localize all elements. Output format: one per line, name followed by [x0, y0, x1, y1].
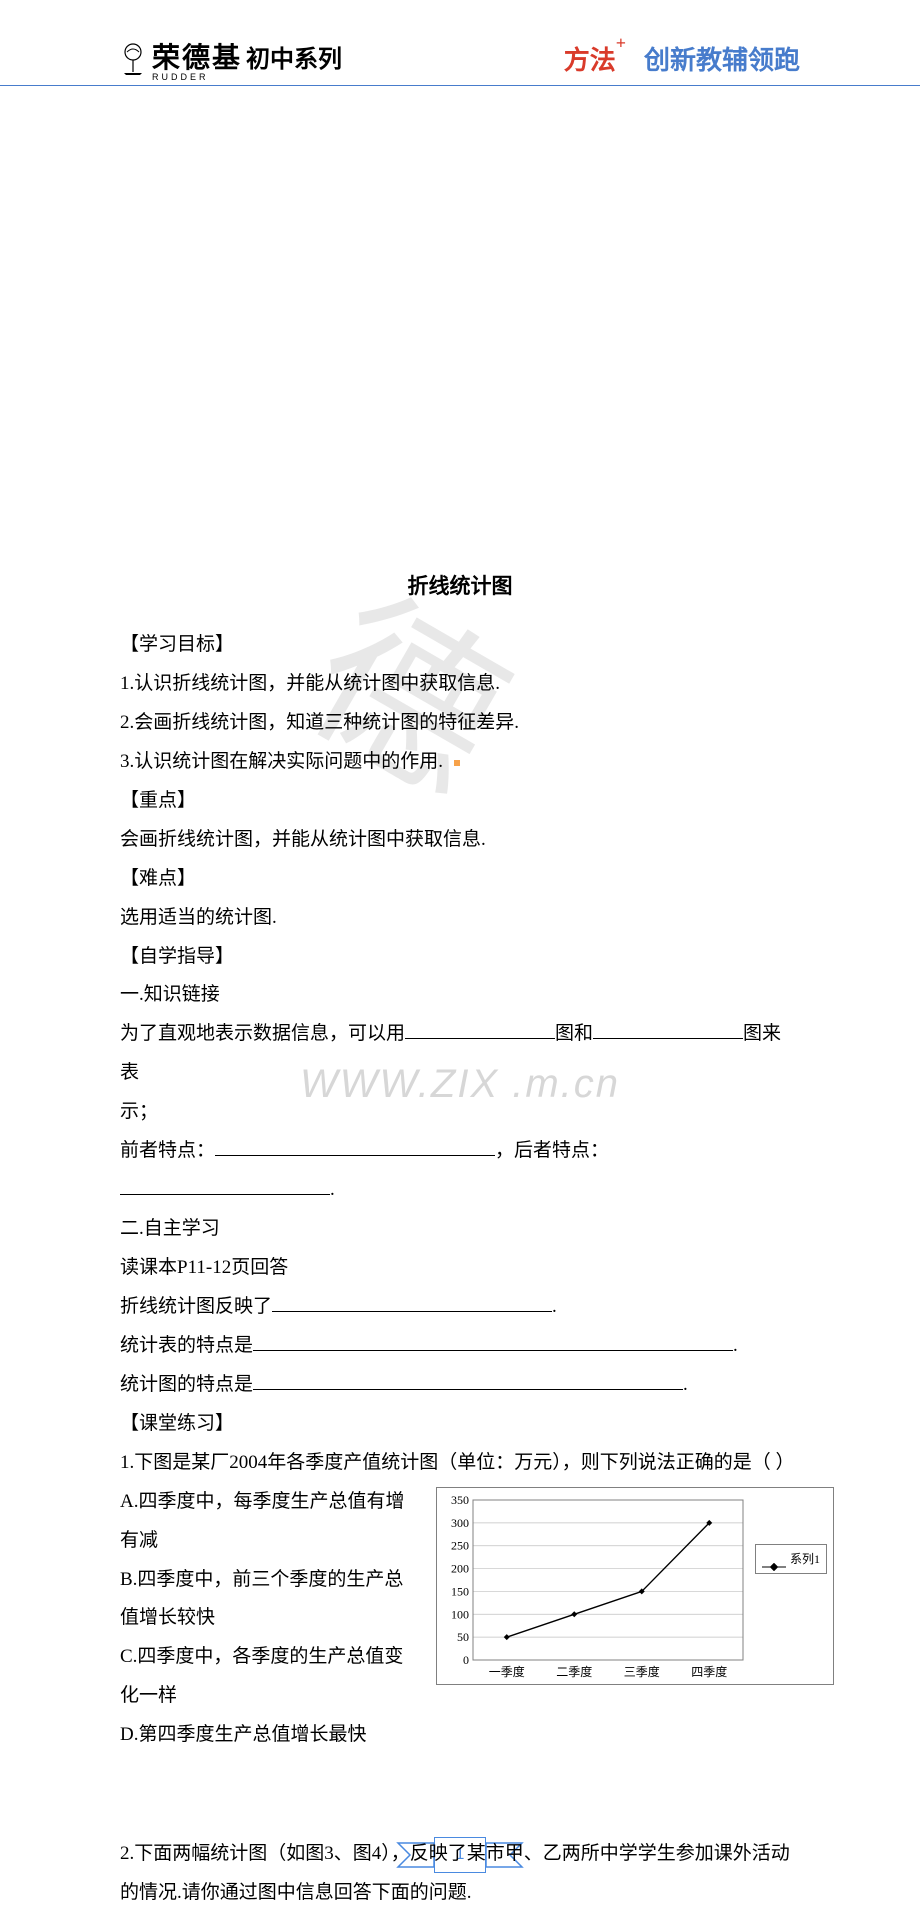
tagline: 方法+ 创新教辅领跑 [564, 40, 800, 77]
svg-text:二季度: 二季度 [556, 1664, 592, 1679]
header-bar: 荣德基初中系列 RUDDER 方法+ 创新教辅领跑 [0, 40, 920, 86]
svg-text:三季度: 三季度 [624, 1664, 660, 1679]
svg-text:四季度: 四季度 [691, 1664, 727, 1679]
q2-stem: 2.下面两幅统计图（如图3、图4），反映了某市甲、乙两所中学学生参加课外活动的情… [120, 1835, 800, 1913]
svg-text:0: 0 [463, 1653, 469, 1667]
fill-line-3: 折线统计图反映了. [120, 1288, 800, 1327]
blank-input[interactable] [405, 1019, 555, 1040]
content-body: 德 WWW.ZIX .m.cn 折线统计图 【学习目标】 1.认识折线统计图，并… [0, 114, 920, 1913]
objective-1: 1.认识折线统计图，并能从统计图中获取信息. [120, 665, 800, 704]
svg-text:250: 250 [451, 1538, 469, 1552]
blank-input[interactable] [253, 1369, 683, 1390]
keypoint-text: 会画折线统计图，并能从统计图中获取信息. [120, 821, 800, 860]
keypoint-label: 【重点】 [120, 782, 800, 821]
section-2-intro: 读课本P11-12页回答 [120, 1249, 800, 1288]
brand-name-en: RUDDER [152, 72, 342, 82]
svg-text:150: 150 [451, 1584, 469, 1598]
svg-text:300: 300 [451, 1516, 469, 1530]
brand-name-cn: 荣德基 [152, 43, 242, 74]
objective-2: 2.会画折线统计图，知道三种统计图的特征差异. [120, 704, 800, 743]
page: 荣德基初中系列 RUDDER 方法+ 创新教辅领跑 德 WWW.ZIX .m.c… [0, 0, 920, 1913]
q1-option-b[interactable]: B.四季度中，前三个季度的生产总值增长较快 [120, 1561, 420, 1639]
page-title: 折线统计图 [120, 565, 800, 608]
fill-line-2: 前者特点：，后者特点：. [120, 1132, 800, 1210]
svg-text:一季度: 一季度 [489, 1664, 525, 1679]
svg-text:50: 50 [457, 1630, 469, 1644]
difficulty-label: 【难点】 [120, 860, 800, 899]
brand-sub: 初中系列 [246, 47, 342, 73]
brand-logo-icon [120, 42, 146, 76]
tagline-plus: + [616, 33, 626, 53]
practice-label: 【课堂练习】 [120, 1405, 800, 1444]
blank-input[interactable] [593, 1019, 743, 1040]
svg-text:100: 100 [451, 1607, 469, 1621]
section-1-label: 一.知识链接 [120, 976, 800, 1015]
line-chart-svg: 0 50 100 150 200 250 300 350 一季度 二季度 三季度 四季度 [443, 1494, 749, 1680]
legend-marker-icon [762, 1555, 786, 1563]
fill-line-1b: 示； [120, 1093, 800, 1132]
chart-legend: 系列1 [755, 1544, 827, 1575]
section-2-label: 二.自主学习 [120, 1210, 800, 1249]
blank-input[interactable] [215, 1135, 495, 1156]
q1-option-a[interactable]: A.四季度中，每季度生产总值有增有减 [120, 1483, 420, 1561]
fill-line-5: 统计图的特点是. [120, 1366, 800, 1405]
blank-input[interactable] [253, 1330, 733, 1351]
objective-3: 3.认识统计图在解决实际问题中的作用. [120, 743, 800, 782]
objectives-label: 【学习目标】 [120, 626, 800, 665]
legend-label: 系列1 [790, 1547, 820, 1572]
difficulty-text: 选用适当的统计图. [120, 899, 800, 938]
tagline-method-text: 方法 [564, 46, 616, 75]
q1-options: A.四季度中，每季度生产总值有增有减 B.四季度中，前三个季度的生产总值增长较快… [120, 1483, 420, 1756]
q1-option-c[interactable]: C.四季度中，各季度的生产总值变化一样 [120, 1638, 420, 1716]
q1-option-d[interactable]: D.第四季度生产总值增长最快 [120, 1716, 420, 1755]
selfstudy-label: 【自学指导】 [120, 938, 800, 977]
orange-dot-icon [454, 760, 460, 766]
tagline-method: 方法+ [564, 40, 626, 77]
svg-text:200: 200 [451, 1561, 469, 1575]
svg-text:350: 350 [451, 1494, 469, 1507]
q1-chart: 0 50 100 150 200 250 300 350 一季度 二季度 三季度 四季度 系列1 [436, 1487, 834, 1685]
brand-text: 荣德基初中系列 RUDDER [152, 36, 342, 82]
fill-line-4: 统计表的特点是. [120, 1327, 800, 1366]
q1-stem: 1.下图是某厂2004年各季度产值统计图（单位：万元），则下列说法正确的是（ ） [120, 1444, 800, 1483]
blank-input[interactable] [120, 1174, 330, 1195]
brand-block: 荣德基初中系列 RUDDER [120, 36, 342, 82]
q1-row: A.四季度中，每季度生产总值有增有减 B.四季度中，前三个季度的生产总值增长较快… [120, 1483, 800, 1756]
spacer [120, 1755, 800, 1835]
tagline-lead: 创新教辅领跑 [644, 40, 800, 77]
fill-line-1: 为了直观地表示数据信息，可以用图和图来表 [120, 1015, 800, 1093]
